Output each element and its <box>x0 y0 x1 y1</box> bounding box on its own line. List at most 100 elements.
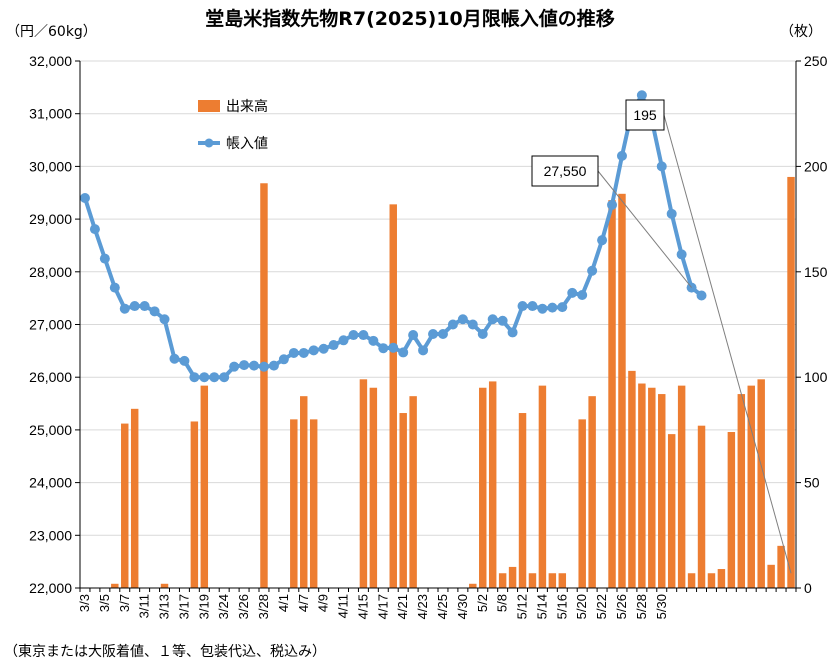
price-point <box>428 328 439 339</box>
price-point <box>616 150 627 161</box>
volume-bar <box>518 413 527 588</box>
volume-bar <box>528 573 537 588</box>
callout-leader <box>597 170 692 288</box>
x-tick-label: 3/5 <box>97 594 112 612</box>
x-tick-label: 5/28 <box>634 594 649 619</box>
volume-bar <box>260 183 268 588</box>
price-point <box>79 193 90 204</box>
volume-bar <box>479 387 487 588</box>
volume-bar <box>409 396 417 588</box>
x-tick-label: 3/17 <box>176 594 191 619</box>
x-tick-label: 5/26 <box>614 594 629 619</box>
price-point <box>656 161 667 172</box>
x-tick-label: 3/26 <box>236 594 251 619</box>
price-point <box>149 306 160 317</box>
right-tick-label: 250 <box>804 53 828 69</box>
volume-bar <box>727 432 736 588</box>
volume-bar <box>200 385 209 588</box>
x-tick-label: 4/15 <box>355 594 370 619</box>
volume-bar <box>677 385 686 588</box>
left-tick-label: 31,000 <box>29 106 72 122</box>
volume-bar <box>757 379 765 588</box>
x-tick-label: 5/2 <box>475 594 490 612</box>
price-point <box>328 340 339 351</box>
volume-bar <box>160 583 169 588</box>
price-point <box>457 314 468 325</box>
price-point <box>348 330 359 341</box>
price-point <box>139 301 150 312</box>
left-tick-label: 25,000 <box>29 422 72 438</box>
right-axis-ticks: 0 50 100 150 200 250 <box>796 53 828 596</box>
x-tick-label: 4/17 <box>375 594 390 619</box>
price-point <box>318 343 329 354</box>
price-point <box>338 335 349 346</box>
volume-bar <box>628 370 636 588</box>
callout-leader <box>663 114 792 574</box>
volume-bar <box>588 396 596 588</box>
volume-bar <box>488 381 497 588</box>
volume-bars <box>111 176 795 589</box>
price-point <box>298 347 309 358</box>
price-point <box>477 328 488 339</box>
volume-bar <box>638 383 646 588</box>
volume-bar <box>777 545 785 588</box>
callout-box <box>531 155 599 187</box>
x-tick-label: 5/20 <box>574 594 589 619</box>
price-point <box>229 361 240 372</box>
x-tick-label: 3/19 <box>196 594 211 619</box>
x-tick-label: 3/7 <box>117 594 132 612</box>
right-tick-label: 150 <box>804 264 828 280</box>
x-tick-label: 3/11 <box>137 594 152 618</box>
price-point <box>378 343 389 354</box>
volume-bar <box>538 385 547 588</box>
left-tick-label: 30,000 <box>29 158 72 174</box>
volume-bar <box>300 396 308 588</box>
price-point <box>358 330 369 341</box>
price-point <box>199 372 210 383</box>
price-point <box>666 208 677 219</box>
volume-bar <box>687 573 696 588</box>
x-tick-label: 4/1 <box>276 594 291 612</box>
price-point <box>268 360 279 371</box>
price-point <box>676 249 687 260</box>
volume-bar <box>369 387 378 588</box>
price-point <box>437 328 448 339</box>
price-point <box>258 361 269 372</box>
volume-bar <box>747 385 755 588</box>
volume-bar <box>359 379 368 588</box>
volume-bar <box>558 573 567 588</box>
volume-bar <box>121 423 129 588</box>
price-point <box>527 301 538 312</box>
price-point <box>497 315 508 326</box>
volume-bar <box>737 394 746 588</box>
left-tick-label: 28,000 <box>29 264 72 280</box>
x-axis-ticks: 3/3 3/5 3/7 3/11 3/13 3/17 3/19 3/24 3/26 3/28 4/1… <box>77 588 797 619</box>
legend-line-label: 帳入値 <box>226 136 268 152</box>
x-tick-label: 4/23 <box>415 594 430 619</box>
price-point <box>577 289 588 300</box>
price-point <box>607 199 618 210</box>
callout-label: 195 <box>633 107 657 123</box>
x-tick-label: 4/7 <box>296 594 311 612</box>
volume-bar <box>498 573 507 588</box>
volume-bar <box>469 583 477 588</box>
price-point <box>537 303 548 314</box>
volume-bar <box>130 408 139 588</box>
x-tick-label: 5/8 <box>495 594 510 612</box>
volume-bar <box>697 425 706 588</box>
volume-bar <box>658 394 666 588</box>
price-point <box>189 372 200 383</box>
price-point <box>119 303 130 314</box>
volume-bar <box>389 204 397 588</box>
price-point <box>288 347 299 358</box>
price-point <box>219 372 230 383</box>
volume-bar <box>111 583 119 588</box>
callouts: 195 27,550 <box>531 99 792 574</box>
volume-bar <box>717 569 726 588</box>
volume-bar <box>290 419 298 588</box>
left-axis-ticks: 22,000 23,000 24,000 25,000 26,000 27,000 28,0… <box>29 53 80 596</box>
volume-bar <box>309 419 318 588</box>
price-point <box>278 354 289 365</box>
volume-bar <box>707 573 716 588</box>
